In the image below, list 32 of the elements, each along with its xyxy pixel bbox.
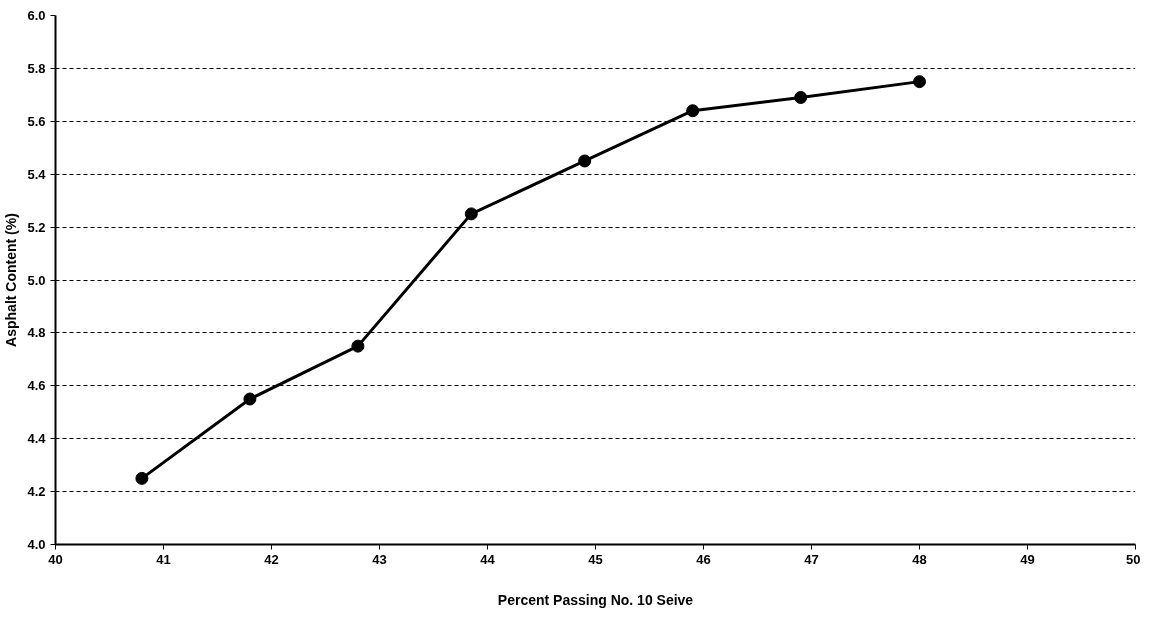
y-tick-label: 5.8 <box>27 60 46 76</box>
y-tick-label: 5.4 <box>27 166 47 182</box>
point <box>794 91 808 104</box>
x-tick-label: 48 <box>912 551 927 567</box>
y-tick-label: 5.2 <box>27 219 46 235</box>
y-axis-title: Asphalt Content (%) <box>3 213 20 347</box>
x-tick-label: 50 <box>1126 551 1141 567</box>
x-axis-title: Percent Passing No. 10 Seive <box>497 591 694 608</box>
y-tick-label: 4.0 <box>27 537 46 552</box>
x-tick-label: 43 <box>372 551 387 567</box>
point <box>464 207 478 221</box>
point <box>913 75 926 89</box>
point <box>243 392 257 406</box>
y-tick-label: 4.2 <box>27 484 46 500</box>
y-tick-label: 4.8 <box>27 325 46 341</box>
x-tick-label: 45 <box>588 551 603 567</box>
y-tick-label: 5.0 <box>27 272 46 288</box>
x-tick-label: 41 <box>156 551 171 567</box>
x-tick-label: 47 <box>804 551 819 567</box>
y-tick-label: 4.4 <box>27 431 47 447</box>
y-tick-label: 5.6 <box>27 113 46 129</box>
point <box>351 339 365 353</box>
point <box>135 471 149 485</box>
y-tick-label: 4.6 <box>27 378 46 394</box>
point <box>686 104 700 118</box>
x-tick-label: 46 <box>696 551 711 567</box>
x-tick-label: 44 <box>480 551 496 567</box>
x-tick-label: 40 <box>48 551 63 567</box>
y-tick-label: 6.0 <box>27 8 46 23</box>
x-tick-label: 42 <box>264 551 279 567</box>
x-tick-label: 49 <box>1020 551 1035 567</box>
point <box>578 154 592 168</box>
